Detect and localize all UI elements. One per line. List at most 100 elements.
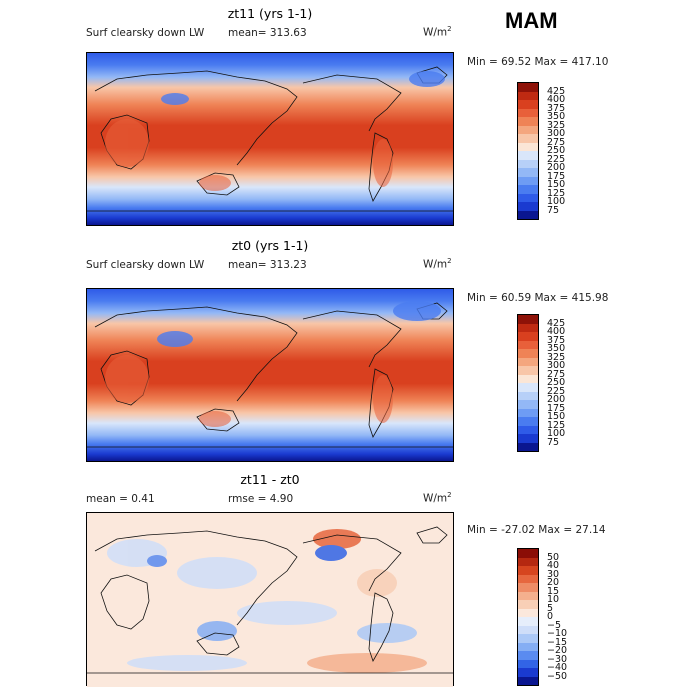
colorbar-swatch	[518, 117, 538, 126]
colorbar-swatch	[518, 625, 538, 634]
colorbar-tick-label: 150	[547, 411, 566, 422]
colorbar-swatch	[518, 357, 538, 366]
colorbar-tick-label: 125	[547, 187, 566, 199]
colorbar-tick-label: 150	[547, 179, 566, 190]
colorbar-tick-label: 10	[547, 594, 560, 605]
colorbar-tick-label: 425	[547, 317, 566, 329]
units-label: W/m2	[423, 257, 452, 271]
colorbar-tick-label: 75	[547, 436, 560, 448]
colorbar-swatch	[518, 100, 538, 109]
colorbar-swatch	[518, 676, 538, 685]
colorbar-diff	[517, 548, 539, 686]
colorbar-swatch	[518, 193, 538, 202]
colorbar-tick-label: 275	[547, 136, 566, 148]
colorbar-swatch	[518, 185, 538, 194]
colorbar-swatch	[518, 566, 538, 575]
colorbar-swatch	[518, 600, 538, 609]
colorbar-swatch	[518, 151, 538, 160]
variable-label: Surf clearsky down LW	[86, 27, 205, 39]
colorbar-swatch	[518, 425, 538, 434]
colorbar-tick-label: 350	[547, 111, 566, 122]
colorbar-tick-label: 100	[547, 428, 566, 439]
colorbar-swatch	[518, 549, 538, 558]
colorbar-tick-label: −40	[547, 662, 568, 673]
colorbar-tick-label: 200	[547, 162, 566, 173]
colorbar-tick-label: 400	[547, 326, 566, 337]
colorbar-tick-label: 250	[547, 145, 566, 156]
colorbar-swatch	[518, 323, 538, 332]
colorbar-swatch	[518, 400, 538, 409]
colorbar-tick-label: 175	[547, 170, 566, 182]
colorbar-tick-label: 100	[547, 196, 566, 207]
min-max-label: Min = 60.59 Max = 415.98	[467, 292, 609, 304]
colorbar-swatch	[518, 442, 538, 451]
colorbar-tick-label: −20	[547, 645, 568, 656]
colorbar-tick-label: 40	[547, 560, 560, 571]
colorbar-tick-label: 300	[547, 128, 566, 139]
colorbar-tick-label: 350	[547, 343, 566, 354]
colorbar-tick-label: −5	[547, 619, 562, 631]
colorbar-tick-label: 5	[547, 602, 554, 614]
colorbar-tick-label: 225	[547, 385, 566, 397]
colorbar-swatch	[518, 374, 538, 383]
units-label: W/m2	[423, 491, 452, 505]
panel-title: zt11 (yrs 1-1)	[227, 6, 313, 21]
colorbar-swatch	[518, 168, 538, 177]
colorbar-tick-label: 250	[547, 377, 566, 388]
colorbar-swatch	[518, 668, 538, 677]
colorbar-swatch	[518, 642, 538, 651]
mean-label: mean = 0.41	[86, 493, 155, 505]
season-label: MAM	[505, 8, 558, 33]
panel-title: zt11 - zt0	[240, 472, 300, 487]
map-zt11	[86, 52, 454, 226]
colorbar-tick-label: 300	[547, 360, 566, 371]
colorbar-tick-label: −15	[547, 636, 568, 648]
colorbar-swatch	[518, 634, 538, 643]
colorbar-swatch	[518, 583, 538, 592]
colorbar-tick-label: 425	[547, 85, 566, 97]
min-max-label: Min = -27.02 Max = 27.14	[467, 524, 606, 536]
colorbar-swatch	[518, 176, 538, 185]
map-diff	[86, 512, 454, 687]
colorbar-tick-label: 400	[547, 94, 566, 105]
colorbar-swatch	[518, 391, 538, 400]
mean-label: mean= 313.63	[228, 27, 307, 39]
colorbar-swatch	[518, 434, 538, 443]
colorbar-tick-label: 0	[547, 611, 554, 622]
panel-title: zt0 (yrs 1-1)	[231, 238, 309, 253]
colorbar-tick-label: 30	[547, 568, 560, 580]
variable-label: Surf clearsky down LW	[86, 259, 205, 271]
rmse-label: rmse = 4.90	[228, 493, 294, 505]
colorbar-swatch	[518, 408, 538, 417]
colorbar-tick-label: 375	[547, 334, 566, 346]
colorbar-tick-label: 325	[547, 119, 566, 131]
colorbar-tick-label: 375	[547, 102, 566, 114]
colorbar-swatch	[518, 91, 538, 100]
colorbar-swatch	[518, 651, 538, 660]
min-max-label: Min = 69.52 Max = 417.10	[467, 56, 609, 68]
colorbar-swatch	[518, 210, 538, 219]
colorbar-tick-label: 20	[547, 577, 560, 588]
colorbar-swatch	[518, 108, 538, 117]
colorbar-tick-label: 125	[547, 419, 566, 431]
colorbar-swatch	[518, 659, 538, 668]
colorbar-swatch	[518, 557, 538, 566]
colorbar-swatch	[518, 332, 538, 341]
colorbar-swatch	[518, 315, 538, 324]
colorbar-tick-label: 175	[547, 402, 566, 414]
colorbar-zt11	[517, 82, 539, 220]
colorbar-swatch	[518, 608, 538, 617]
colorbar-swatch	[518, 134, 538, 143]
colorbar-tick-label: −30	[547, 653, 568, 665]
colorbar-swatch	[518, 617, 538, 626]
units-label: W/m2	[423, 25, 452, 39]
colorbar-tick-label: 75	[547, 204, 560, 216]
colorbar-tick-label: 225	[547, 153, 566, 165]
colorbar-tick-label: 200	[547, 394, 566, 405]
colorbar-swatch	[518, 202, 538, 211]
colorbar-swatch	[518, 83, 538, 92]
colorbar-tick-label: −50	[547, 670, 568, 682]
colorbar-swatch	[518, 383, 538, 392]
colorbar-swatch	[518, 591, 538, 600]
colorbar-tick-label: 50	[547, 551, 560, 563]
